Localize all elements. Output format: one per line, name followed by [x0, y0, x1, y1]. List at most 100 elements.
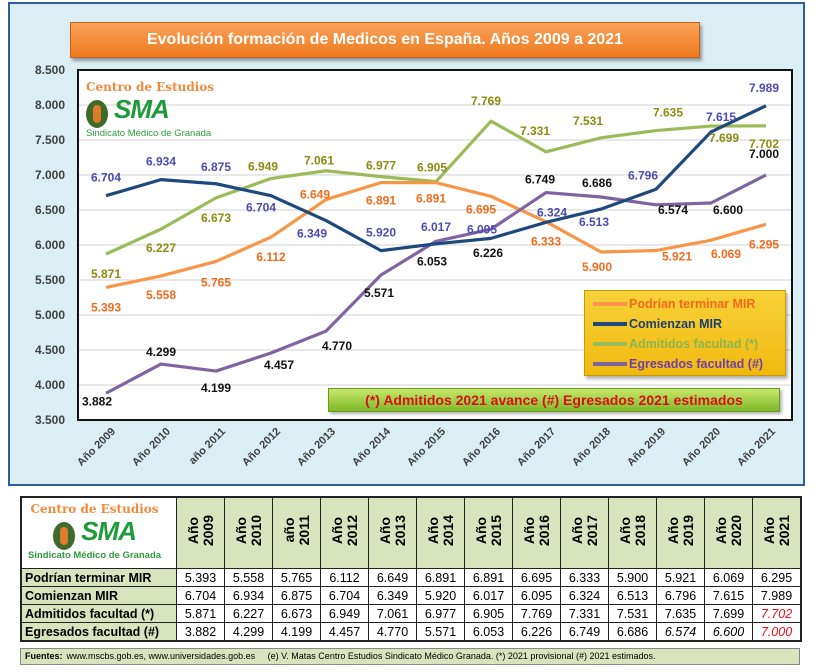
row-label: Admitidos facultad (*): [20, 604, 177, 623]
table-cell: 6.053: [464, 622, 513, 642]
logo-subtitle: Sindicato Médico de Granada: [86, 127, 212, 139]
table-cell: 7.061: [368, 604, 417, 623]
year-header: Año 2021: [752, 496, 802, 569]
x-tick-label: Año 2012: [240, 426, 283, 469]
data-label-egresados: 5.571: [364, 286, 394, 300]
row-label: Egresados facultad (#): [20, 622, 177, 642]
pomegranate-icon: [86, 99, 108, 128]
data-label-podrian: 5.765: [201, 275, 231, 289]
table-cell: 6.349: [368, 586, 417, 605]
table-row: Comienzan MIR 6.704 6.934 6.875 6.704 6.349 5.…: [20, 586, 802, 605]
data-label-egresados: 6.053: [417, 254, 447, 268]
x-tick-label: Año 2016: [460, 426, 503, 469]
table-cell: 7.615: [704, 586, 753, 605]
table-cell: 4.299: [224, 622, 273, 642]
table-cell: 6.227: [224, 604, 273, 623]
plot-border: [77, 69, 793, 421]
table-cell: 6.977: [416, 604, 465, 623]
year-header: Año 2012: [320, 496, 369, 569]
data-label-podrian: 6.112: [256, 250, 286, 264]
table-cell: 6.295: [752, 568, 802, 587]
legend-item-egresados: Egresados facultad (#): [593, 354, 785, 374]
year-header: Año 2020: [704, 496, 753, 569]
y-tick-label: 8.500: [35, 63, 65, 77]
x-tick-label: Año 2018: [570, 426, 613, 469]
data-label-egresados: 4.457: [264, 358, 294, 372]
x-tick-label: Año 2017: [515, 426, 558, 469]
footer-sources: Fuentes: www.mscbs.gob.es, www.universida…: [20, 648, 800, 665]
data-table: Centro de Estudios SMA Sindicato Médico …: [20, 496, 802, 642]
data-label-egresados: 6.600: [713, 203, 743, 217]
x-tick-label: Año 2013: [295, 426, 338, 469]
data-label-comienzan: 6.095: [467, 222, 497, 236]
table-cell: 4.457: [320, 622, 369, 642]
data-label-podrian: 6.891: [416, 192, 446, 206]
table-cell: 7.331: [560, 604, 609, 623]
table-cell: 5.765: [272, 568, 321, 587]
data-label-admitidos: 7.769: [471, 94, 501, 108]
table-cell: 6.017: [464, 586, 513, 605]
x-tick-label: año 2011: [187, 426, 228, 467]
data-label-admitidos: 7.531: [573, 114, 603, 128]
table-cell: 7.635: [656, 604, 705, 623]
table-cell: 6.695: [512, 568, 561, 587]
table-cell: 6.934: [224, 586, 273, 605]
y-tick-label: 5.500: [35, 273, 65, 287]
year-header: año 2011: [272, 496, 321, 569]
x-tick-label: Año 2015: [405, 426, 448, 469]
table-cell: 6.704: [320, 586, 369, 605]
y-tick-label: 5.000: [35, 308, 65, 322]
y-tick-label: 3.500: [35, 413, 65, 427]
year-header: Año 2014: [416, 496, 465, 569]
data-label-podrian: 5.921: [662, 250, 692, 264]
footer-label: Fuentes:: [25, 651, 63, 661]
table-cell: 6.673: [272, 604, 321, 623]
y-tick-label: 6.500: [35, 203, 65, 217]
legend-item-comienzan: Comienzan MIR: [593, 314, 785, 334]
y-tick-label: 4.500: [35, 343, 65, 357]
row-label: Comienzan MIR: [20, 586, 177, 605]
data-label-admitidos: 6.949: [248, 160, 278, 174]
data-label-comienzan: 6.704: [91, 171, 121, 185]
logo-subtitle: Sindicato Médico de Granada: [28, 549, 162, 561]
data-label-egresados: 6.226: [473, 246, 503, 260]
table-cell: 7.699: [704, 604, 753, 623]
data-label-comienzan: 6.934: [146, 155, 176, 169]
data-label-admitidos: 7.061: [304, 154, 334, 168]
line-chart: 3.500 4.000 4.500 5.000 5.500 6.000 6.500 7.000…: [35, 63, 793, 469]
data-label-podrian: 5.393: [91, 300, 121, 314]
table-row: Egresados facultad (#) 3.882 4.299 4.199 4.4…: [20, 622, 802, 642]
table-cell: 6.069: [704, 568, 753, 587]
y-tick-label: 7.500: [35, 133, 65, 147]
data-label-egresados: 3.882: [82, 394, 112, 408]
table-cell: 7.702: [752, 604, 802, 623]
table-cell: 6.875: [272, 586, 321, 605]
table-cell: 6.324: [560, 586, 609, 605]
row-label: Podrían terminar MIR: [20, 568, 177, 587]
data-label-admitidos: 7.699: [709, 131, 739, 145]
table-cell: 6.112: [320, 568, 369, 587]
data-label-admitidos: 7.702: [749, 137, 779, 151]
table-cell: 6.949: [320, 604, 369, 623]
logo-mark: SMA: [114, 94, 170, 124]
data-label-egresados: 4.770: [322, 339, 352, 353]
table-cell: 6.891: [416, 568, 465, 587]
data-label-podrian: 6.295: [749, 237, 779, 251]
x-tick-label: Año 2021: [735, 426, 778, 469]
chart-legend: Podrían terminar MIR Comienzan MIR Admit…: [584, 290, 786, 376]
table-row: Podrían terminar MIR 5.393 5.558 5.765 6.112…: [20, 568, 802, 587]
table-cell: 7.000: [752, 622, 802, 642]
year-header: Año 2017: [560, 496, 609, 569]
data-label-admitidos: 5.871: [91, 267, 121, 281]
sma-logo: Centro de Estudios SMA Sindicato Médico …: [28, 502, 161, 561]
table-cell: 5.921: [656, 568, 705, 587]
data-label-podrian: 5.900: [582, 260, 612, 274]
year-header-label: Año 2014: [424, 514, 456, 547]
table-cell: 6.704: [176, 586, 225, 605]
data-label-comienzan: 6.875: [201, 160, 231, 174]
data-label-comienzan: 6.324: [537, 205, 567, 219]
y-tick-label: 4.000: [35, 378, 65, 392]
data-label-egresados: 4.299: [146, 345, 176, 359]
table-cell: 6.574: [656, 622, 705, 642]
table-cell: 4.199: [272, 622, 321, 642]
